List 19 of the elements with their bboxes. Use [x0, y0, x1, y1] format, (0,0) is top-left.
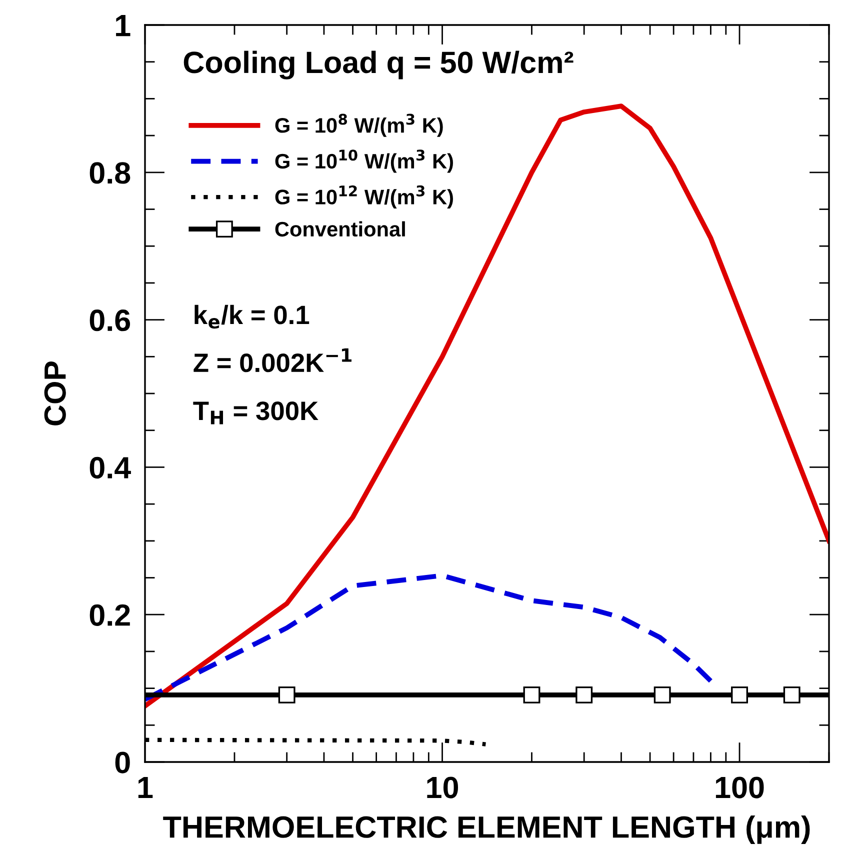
annotation: k$_{e}$/k = 0.1: [194, 304, 310, 329]
x-tick-label: 100: [716, 776, 764, 798]
legend-label: G = 10$^{12}$ W/(m$^{3}$ K): [275, 185, 453, 209]
x-axis-title: THERMOELECTRIC ELEMENT LENGTH (μm): [163, 815, 810, 844]
x-tick-label: 1: [138, 777, 153, 798]
legend-label: G = 10$^{10}$ W/(m$^{3}$ K): [275, 150, 453, 173]
annotation: T$_{H}$ = 300K: [193, 402, 318, 424]
y-tick-label: 0.2: [90, 604, 130, 626]
legend-label: Conventional: [275, 221, 405, 237]
y-tick-label: 0.4: [90, 456, 131, 479]
legend-label: G = 10$^{8}$ W/(m$^{3}$ K): [275, 114, 443, 137]
y-tick-label: 1: [116, 15, 130, 36]
y-axis-title: COP: [44, 361, 66, 426]
y-tick-label: 0.6: [90, 310, 130, 332]
annotation: Cooling Load q = 50 W/cm²: [184, 50, 574, 80]
y-tick-label: 0.8: [90, 162, 130, 184]
annotation: Z = 0.002K$^{−1}$: [194, 348, 352, 372]
x-tick-label: 10: [427, 776, 458, 798]
y-tick-label: 0: [115, 752, 130, 774]
